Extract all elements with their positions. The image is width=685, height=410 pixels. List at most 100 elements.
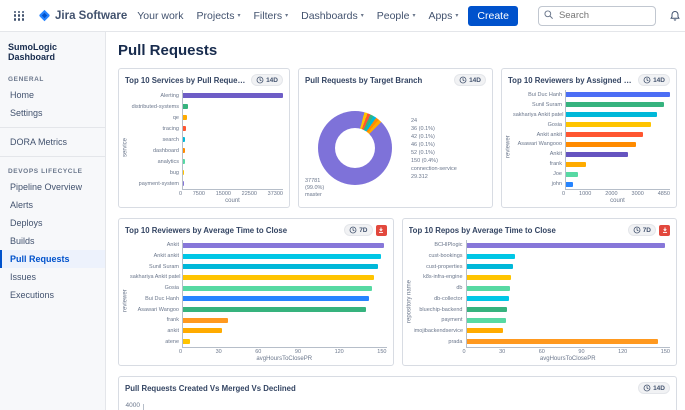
sidebar-item-builds[interactable]: Builds <box>10 236 35 246</box>
bar-track <box>182 314 387 326</box>
bar-track <box>182 261 387 273</box>
donut-callout-label: 36 (0.1%) <box>411 125 435 132</box>
time-range-pill[interactable]: 14D <box>638 74 670 86</box>
bar-category-label: cust-properties <box>426 263 463 270</box>
bar[interactable] <box>566 141 636 147</box>
time-range-pill[interactable]: 14D <box>638 382 670 394</box>
nav-label: Filters <box>253 9 283 22</box>
bar[interactable] <box>183 104 189 109</box>
page-title: Pull Requests <box>118 42 218 59</box>
bar[interactable] <box>466 264 513 270</box>
bar[interactable] <box>566 122 651 128</box>
bar-row: search <box>130 134 283 145</box>
bar[interactable] <box>183 242 384 248</box>
bar[interactable] <box>566 151 629 157</box>
time-range-label: 14D <box>653 384 665 392</box>
bar-track <box>565 179 670 190</box>
nav-people[interactable]: People ▾ <box>377 10 416 22</box>
card-tools: 14D <box>638 382 670 394</box>
bar-category-label: Asawari Wangooo <box>517 141 562 148</box>
bar-category-label: Ankit <box>549 151 562 158</box>
bar[interactable] <box>183 274 375 280</box>
sidebar-item-executions[interactable]: Executions <box>10 290 55 300</box>
bar-track <box>182 282 387 294</box>
bar[interactable] <box>466 317 506 323</box>
nav-your-work[interactable]: Your work <box>137 10 183 22</box>
bar-row: analytics <box>130 156 283 167</box>
bar[interactable] <box>183 285 372 291</box>
bar[interactable] <box>566 132 644 138</box>
x-tick-label: 90 <box>578 349 585 355</box>
bar[interactable] <box>183 115 187 120</box>
bar[interactable] <box>183 328 223 334</box>
download-button[interactable] <box>659 224 670 236</box>
bar[interactable] <box>183 93 283 98</box>
sidebar-item-dora-metrics[interactable]: DORA Metrics <box>10 137 68 147</box>
sidebar-item-deploys[interactable]: Deploys <box>10 218 43 228</box>
bar[interactable] <box>183 148 185 153</box>
bar[interactable] <box>566 181 573 187</box>
bar[interactable] <box>183 253 382 259</box>
y-axis-title: service <box>122 137 129 157</box>
nav-filters[interactable]: Filters ▾ <box>254 10 289 22</box>
sidebar-item-alerts[interactable]: Alerts <box>10 200 34 210</box>
sidebar-item-issues[interactable]: Issues <box>10 272 37 282</box>
sidebar-item-home[interactable]: Home <box>10 90 35 100</box>
time-range-pill[interactable]: 14D <box>251 74 283 86</box>
card-header: Top 10 Reviewers by Average Time to Clos… <box>119 219 393 238</box>
bar-track <box>565 90 670 100</box>
donut-ring[interactable] <box>318 110 392 185</box>
bar[interactable] <box>183 339 190 345</box>
x-axis-title: count <box>610 198 625 204</box>
clock-icon <box>643 384 651 392</box>
bar[interactable] <box>183 137 186 142</box>
nav-dashboards[interactable]: Dashboards ▾ <box>301 10 364 22</box>
sidebar-item-pipeline-overview[interactable]: Pipeline Overview <box>10 182 83 192</box>
bar-track <box>565 139 670 150</box>
bar[interactable] <box>183 264 379 270</box>
bar[interactable] <box>183 307 367 313</box>
nav-apps[interactable]: Apps ▾ <box>428 10 458 22</box>
download-button[interactable] <box>375 224 387 236</box>
donut-callout-label: 150 (0.4%) <box>411 157 438 164</box>
bar[interactable] <box>466 253 516 259</box>
bar[interactable] <box>183 317 228 323</box>
sidebar-item-pull-requests[interactable]: Pull Requests <box>0 250 105 268</box>
search-input[interactable] <box>537 5 656 26</box>
bar-row: Asawari Wangoo <box>130 304 387 315</box>
bar[interactable] <box>183 170 185 175</box>
time-range-pill[interactable]: 7D <box>344 224 373 236</box>
donut-callout-label: 52 (0.1%) <box>411 149 435 156</box>
bar[interactable] <box>466 339 658 345</box>
bar[interactable] <box>466 307 508 313</box>
x-tick-label: 0 <box>179 191 183 197</box>
bar[interactable] <box>566 92 670 98</box>
nav-projects[interactable]: Projects ▾ <box>197 10 241 22</box>
bar[interactable] <box>466 285 510 291</box>
bar[interactable] <box>566 102 664 108</box>
bar-row: db-collector <box>414 293 671 305</box>
bar-category-label: Gosia <box>164 285 179 292</box>
bar[interactable] <box>466 242 665 248</box>
bar[interactable] <box>183 126 186 131</box>
brand[interactable]: Jira Software <box>38 9 127 22</box>
bar[interactable] <box>183 181 184 186</box>
bar[interactable] <box>466 274 512 280</box>
notifications-button[interactable] <box>666 7 684 25</box>
line-chart-created-merged-declined: 4000 <box>119 396 676 410</box>
bar[interactable] <box>566 171 578 177</box>
bar[interactable] <box>566 161 587 167</box>
time-range-pill[interactable]: 14D <box>454 74 486 86</box>
sidebar-item-settings[interactable]: Settings <box>10 108 43 118</box>
card-tools: 14D <box>454 74 486 86</box>
bar[interactable] <box>466 296 509 302</box>
bar-row: frank <box>513 159 670 170</box>
bar-category-label: payment-system <box>138 180 179 187</box>
app-switcher-button[interactable] <box>10 7 28 25</box>
bar[interactable] <box>183 159 185 164</box>
create-button[interactable]: Create <box>468 5 518 26</box>
bar[interactable] <box>466 328 504 334</box>
bar[interactable] <box>183 296 369 302</box>
bar[interactable] <box>566 112 658 118</box>
time-range-pill[interactable]: 7D <box>627 224 656 236</box>
